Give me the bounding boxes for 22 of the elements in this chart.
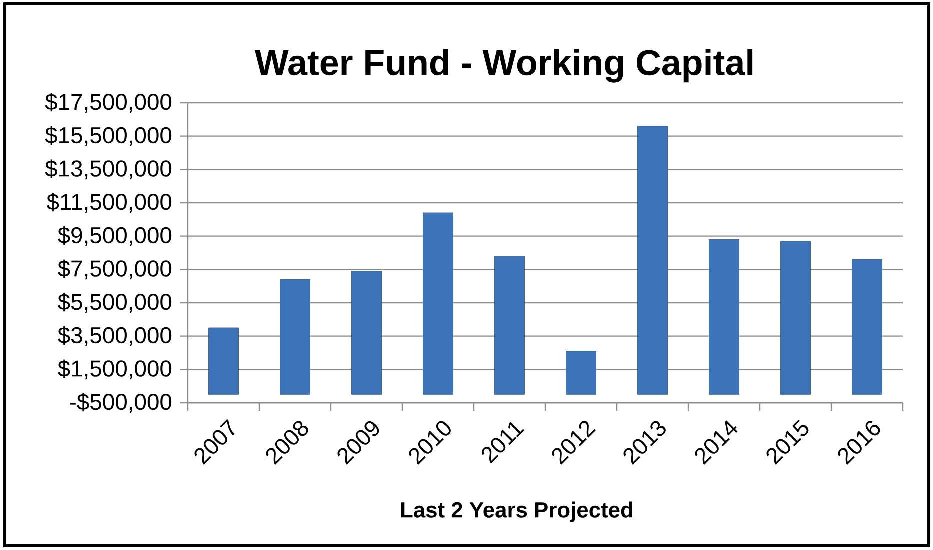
bar	[780, 241, 811, 395]
y-tick-label: $7,500,000	[58, 260, 172, 280]
y-tick-label: $5,500,000	[58, 293, 172, 313]
bar	[280, 279, 310, 395]
y-tick-label: $11,500,000	[47, 193, 172, 213]
bar	[423, 212, 454, 395]
bar	[566, 351, 596, 395]
bar	[352, 271, 382, 395]
bar	[852, 259, 882, 395]
y-tick-label: $13,500,000	[45, 160, 172, 180]
x-axis-title: Last 2 Years Projected	[401, 502, 632, 522]
bar	[638, 126, 668, 395]
y-tick-label: $9,500,000	[58, 226, 172, 246]
y-tick-label: $1,500,000	[58, 360, 172, 380]
bar	[494, 256, 525, 395]
bar	[208, 328, 239, 395]
chart-title: Water Fund - Working Capital	[255, 49, 753, 83]
y-tick-label: $15,500,000	[45, 126, 172, 146]
y-tick-label: -$500,000	[70, 393, 172, 413]
bar	[709, 239, 740, 395]
y-tick-label: $3,500,000	[58, 326, 172, 346]
y-tick-label: $17,500,000	[45, 93, 172, 113]
